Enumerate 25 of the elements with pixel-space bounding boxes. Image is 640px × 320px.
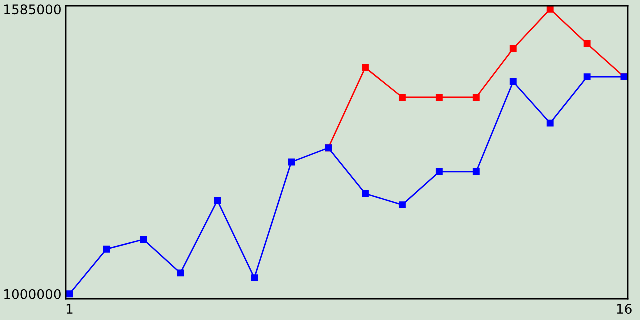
point <box>214 197 222 204</box>
point <box>177 270 184 277</box>
point <box>510 45 517 52</box>
point <box>472 168 480 176</box>
point <box>251 274 258 282</box>
point <box>140 236 148 244</box>
point <box>584 40 591 48</box>
point <box>472 94 480 101</box>
point <box>398 202 406 209</box>
point <box>546 6 554 13</box>
x-tick-label: 1 <box>66 304 73 314</box>
point <box>510 78 517 86</box>
point <box>66 290 74 298</box>
point <box>436 94 443 101</box>
point <box>546 120 554 127</box>
point <box>584 74 591 81</box>
point <box>362 64 369 72</box>
point <box>362 190 369 198</box>
y-tick-label: 1000000 <box>4 289 61 300</box>
y-tick-label: 1585000 <box>4 4 61 15</box>
point <box>398 94 406 101</box>
point <box>288 158 296 166</box>
point <box>103 246 110 253</box>
point <box>436 168 443 176</box>
x-tick-label: 16 <box>617 304 632 314</box>
